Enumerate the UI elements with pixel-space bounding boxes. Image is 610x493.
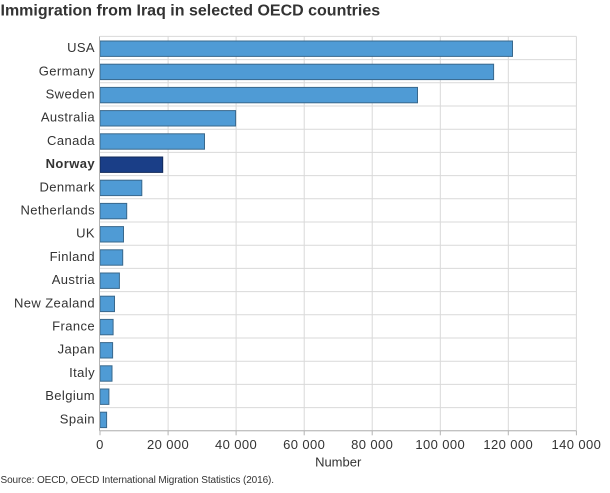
svg-text:Canada: Canada bbox=[47, 133, 95, 148]
svg-text:40 000: 40 000 bbox=[215, 437, 257, 452]
svg-text:Number: Number bbox=[315, 455, 362, 470]
svg-text:Sweden: Sweden bbox=[46, 87, 95, 102]
svg-text:Germany: Germany bbox=[39, 63, 95, 78]
svg-text:0: 0 bbox=[96, 437, 104, 452]
svg-text:120 000: 120 000 bbox=[483, 437, 533, 452]
svg-text:UK: UK bbox=[76, 226, 95, 241]
svg-text:Spain: Spain bbox=[60, 411, 95, 426]
svg-text:Austria: Austria bbox=[52, 272, 96, 287]
svg-text:Norway: Norway bbox=[46, 156, 96, 171]
svg-text:80 000: 80 000 bbox=[351, 437, 393, 452]
svg-text:Source: OECD, OECD Internation: Source: OECD, OECD International Migrati… bbox=[1, 475, 274, 486]
svg-text:USA: USA bbox=[67, 40, 95, 55]
svg-text:Netherlands: Netherlands bbox=[21, 203, 96, 218]
svg-text:Immigration from Iraq in selec: Immigration from Iraq in selected OECD c… bbox=[1, 3, 381, 20]
svg-text:60 000: 60 000 bbox=[283, 437, 325, 452]
svg-text:100 000: 100 000 bbox=[415, 437, 465, 452]
svg-text:Finland: Finland bbox=[50, 249, 95, 264]
svg-text:Australia: Australia bbox=[41, 110, 96, 125]
svg-text:France: France bbox=[52, 319, 95, 334]
svg-text:Japan: Japan bbox=[58, 342, 95, 357]
svg-text:Italy: Italy bbox=[69, 365, 95, 380]
svg-text:Denmark: Denmark bbox=[39, 179, 95, 194]
svg-text:New Zealand: New Zealand bbox=[14, 295, 95, 310]
svg-text:Belgium: Belgium bbox=[45, 388, 95, 403]
svg-text:20 000: 20 000 bbox=[147, 437, 189, 452]
svg-text:140 000: 140 000 bbox=[552, 437, 602, 452]
